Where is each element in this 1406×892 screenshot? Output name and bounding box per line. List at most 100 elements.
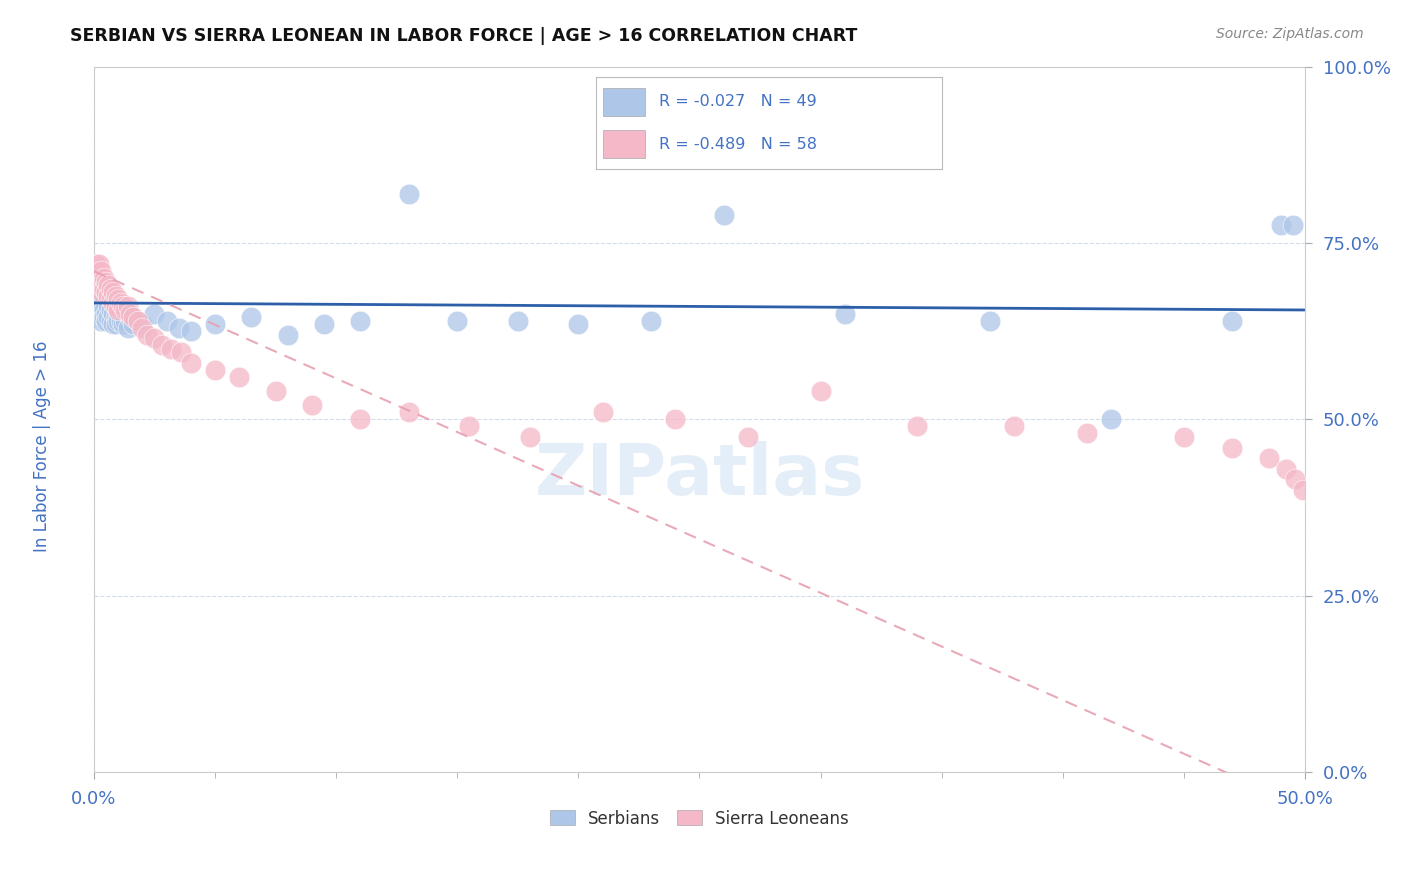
Point <box>114 303 136 318</box>
Point <box>87 271 110 285</box>
Point <box>834 306 856 320</box>
Point <box>104 317 127 331</box>
Point <box>458 419 481 434</box>
Point <box>93 271 115 285</box>
Point <box>127 313 149 327</box>
Point <box>180 356 202 370</box>
Point <box>1257 451 1279 466</box>
Point <box>1282 219 1305 233</box>
Point <box>143 306 166 320</box>
Point <box>97 289 120 303</box>
Point <box>264 384 287 398</box>
Point <box>107 293 129 307</box>
Point <box>103 296 125 310</box>
Point <box>100 303 122 318</box>
Point <box>1274 461 1296 475</box>
Point <box>1002 419 1025 434</box>
Point <box>120 306 142 320</box>
Point <box>349 412 371 426</box>
Point <box>111 300 134 314</box>
Text: SERBIAN VS SIERRA LEONEAN IN LABOR FORCE | AGE > 16 CORRELATION CHART: SERBIAN VS SIERRA LEONEAN IN LABOR FORCE… <box>70 27 858 45</box>
Point <box>86 264 108 278</box>
Point <box>1076 426 1098 441</box>
Point <box>810 384 832 398</box>
Point <box>1270 219 1292 233</box>
Point <box>90 313 112 327</box>
Point <box>170 345 193 359</box>
Point <box>94 275 117 289</box>
Point <box>228 370 250 384</box>
Text: In Labor Force | Age > 16: In Labor Force | Age > 16 <box>34 340 51 552</box>
Point <box>97 310 120 324</box>
Point <box>97 300 120 314</box>
Point <box>90 278 112 293</box>
Point <box>277 327 299 342</box>
Point <box>592 405 614 419</box>
Point <box>117 320 139 334</box>
Point <box>312 317 335 331</box>
Point <box>87 257 110 271</box>
Point <box>87 278 110 293</box>
Point <box>111 317 134 331</box>
Point <box>1220 441 1243 455</box>
Point <box>131 317 153 331</box>
Point <box>349 313 371 327</box>
Point <box>86 285 108 300</box>
Point <box>155 313 177 327</box>
Point <box>506 313 529 327</box>
Point <box>1284 472 1306 486</box>
Point <box>167 320 190 334</box>
Point <box>100 293 122 307</box>
Point <box>143 331 166 345</box>
Point <box>301 398 323 412</box>
Point <box>240 310 263 324</box>
Point <box>97 278 120 293</box>
Point <box>110 296 132 310</box>
Point <box>117 300 139 314</box>
Point <box>93 303 115 318</box>
Point <box>136 327 159 342</box>
Point <box>94 306 117 320</box>
Point <box>121 310 143 324</box>
Point <box>907 419 929 434</box>
Point <box>110 313 132 327</box>
Point <box>150 338 173 352</box>
Point <box>114 313 136 327</box>
Point <box>104 300 127 314</box>
Point <box>1173 430 1195 444</box>
Point <box>86 257 108 271</box>
Point <box>100 313 122 327</box>
Point <box>160 342 183 356</box>
Legend: Serbians, Sierra Leoneans: Serbians, Sierra Leoneans <box>543 803 856 834</box>
Point <box>90 285 112 300</box>
Point <box>94 285 117 300</box>
Point <box>131 320 153 334</box>
Point <box>90 300 112 314</box>
Text: Source: ZipAtlas.com: Source: ZipAtlas.com <box>1216 27 1364 41</box>
Point <box>737 430 759 444</box>
Point <box>1099 412 1122 426</box>
Point <box>180 324 202 338</box>
Point <box>87 306 110 320</box>
Point <box>664 412 686 426</box>
Point <box>107 313 129 327</box>
Point <box>104 310 127 324</box>
Point <box>713 208 735 222</box>
Point <box>107 303 129 318</box>
Point <box>90 264 112 278</box>
Point <box>100 282 122 296</box>
Point <box>120 310 142 324</box>
Point <box>567 317 589 331</box>
Point <box>127 313 149 327</box>
Point <box>519 430 541 444</box>
Point <box>93 310 115 324</box>
Point <box>398 186 420 201</box>
Point <box>204 317 226 331</box>
Point <box>121 317 143 331</box>
Text: ZIPatlas: ZIPatlas <box>534 442 865 510</box>
Point <box>398 405 420 419</box>
Point <box>86 300 108 314</box>
Point <box>107 306 129 320</box>
Point <box>979 313 1001 327</box>
Point <box>93 282 115 296</box>
